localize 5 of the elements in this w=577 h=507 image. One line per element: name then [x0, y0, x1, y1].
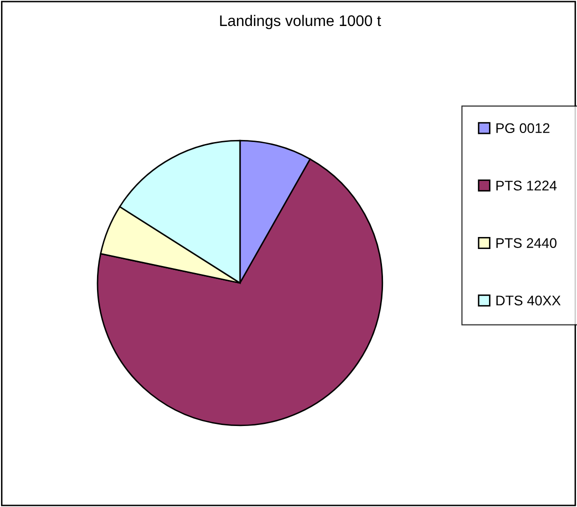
legend-label: PTS 2440 — [496, 238, 556, 248]
chart-title: Landings volume 1000 t — [220, 14, 382, 30]
legend-label: PTS 1224 — [496, 180, 557, 191]
legend-label: DTS 40XX — [496, 296, 561, 306]
legend-label: PG 0012 — [496, 123, 550, 134]
